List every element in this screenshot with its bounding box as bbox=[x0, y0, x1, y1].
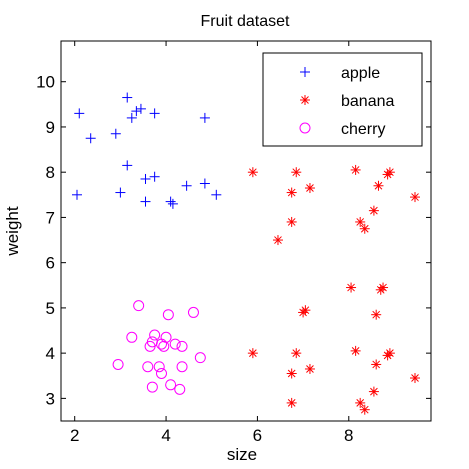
x-tick-label: 8 bbox=[344, 426, 353, 445]
y-tick-label: 3 bbox=[46, 389, 55, 408]
apple-point bbox=[199, 178, 210, 189]
cherry-point bbox=[146, 381, 158, 393]
banana-point bbox=[350, 164, 361, 175]
banana-point bbox=[247, 348, 258, 359]
banana-point bbox=[286, 397, 297, 408]
data-points bbox=[71, 92, 421, 415]
legend-label-banana: banana bbox=[341, 93, 394, 110]
banana-point bbox=[304, 183, 315, 194]
cherry-point bbox=[155, 368, 167, 379]
apple-point bbox=[135, 103, 146, 114]
axis-ticks: 2 4 6 8 3 4 5 6 7 8 9 10 bbox=[36, 41, 431, 445]
cherry-point bbox=[126, 331, 138, 343]
banana-point bbox=[272, 235, 283, 246]
apple-point bbox=[211, 189, 222, 200]
cherry-point bbox=[160, 331, 172, 343]
legend-label-apple: apple bbox=[341, 65, 380, 82]
apple-point bbox=[110, 128, 121, 139]
cherry-point bbox=[176, 361, 188, 373]
x-axis-label: size bbox=[227, 445, 257, 464]
apple-point bbox=[71, 189, 82, 200]
y-tick-label: 5 bbox=[46, 299, 55, 318]
y-axis-label: weight bbox=[3, 206, 22, 256]
banana-point bbox=[247, 167, 258, 178]
banana-point bbox=[346, 282, 357, 293]
y-tick-label: 4 bbox=[46, 344, 55, 363]
cherry-point bbox=[187, 306, 199, 318]
banana-point bbox=[286, 216, 297, 227]
y-tick-label: 7 bbox=[46, 208, 55, 227]
legend-box bbox=[262, 52, 423, 147]
cherry-point bbox=[112, 358, 124, 370]
apple-point bbox=[74, 108, 85, 119]
banana-point bbox=[371, 359, 382, 370]
banana-point bbox=[378, 282, 389, 293]
banana-point bbox=[368, 205, 379, 216]
legend-label-cherry: cherry bbox=[341, 121, 385, 138]
apple-point bbox=[115, 187, 126, 198]
apple-point bbox=[167, 198, 178, 209]
banana-point bbox=[359, 404, 370, 415]
apple-point bbox=[122, 160, 133, 171]
y-tick-label: 8 bbox=[46, 163, 55, 182]
x-tick-label: 2 bbox=[70, 426, 79, 445]
y-tick-label: 10 bbox=[36, 73, 55, 92]
banana-point bbox=[291, 348, 302, 359]
apple-point bbox=[85, 133, 96, 144]
banana-point bbox=[373, 180, 384, 191]
cherry-point bbox=[133, 300, 145, 312]
apple-point bbox=[126, 112, 137, 123]
apple-point bbox=[149, 171, 160, 182]
legend-marker-cherry bbox=[299, 122, 311, 134]
cherry-point bbox=[142, 361, 154, 373]
legend-markers bbox=[299, 67, 311, 134]
cherry-point bbox=[169, 338, 181, 350]
x-tick-label: 6 bbox=[253, 426, 262, 445]
banana-point bbox=[384, 167, 395, 178]
y-tick-label: 9 bbox=[46, 118, 55, 137]
cherry-point bbox=[165, 379, 177, 391]
banana-point bbox=[291, 167, 302, 178]
banana-point bbox=[384, 348, 395, 359]
apple-point bbox=[181, 180, 192, 191]
banana-point bbox=[300, 305, 311, 316]
legend: apple banana cherry bbox=[262, 52, 423, 147]
apple-point bbox=[140, 173, 151, 184]
x-tick-label: 4 bbox=[161, 426, 170, 445]
apple-point bbox=[140, 196, 151, 207]
banana-point bbox=[359, 223, 370, 234]
apple-point bbox=[149, 108, 160, 119]
legend-marker-banana bbox=[300, 95, 310, 105]
cherry-point bbox=[153, 361, 165, 373]
banana-point bbox=[355, 397, 366, 408]
banana-point bbox=[410, 192, 421, 203]
apple-point bbox=[165, 196, 176, 207]
banana-point bbox=[304, 363, 315, 374]
cherry-point bbox=[162, 309, 174, 321]
y-tick-label: 6 bbox=[46, 254, 55, 273]
cherry-point bbox=[194, 352, 206, 364]
apple-point bbox=[199, 112, 210, 123]
banana-point bbox=[368, 386, 379, 397]
cherry-point bbox=[176, 340, 188, 352]
banana-point bbox=[350, 345, 361, 356]
banana-point bbox=[286, 187, 297, 198]
legend-marker-apple bbox=[300, 67, 310, 77]
apple-point bbox=[131, 106, 142, 117]
cherry-point bbox=[149, 329, 161, 341]
banana-point bbox=[371, 309, 382, 320]
chart-title: Fruit dataset bbox=[201, 13, 290, 30]
banana-point bbox=[355, 216, 366, 227]
banana-point bbox=[286, 368, 297, 379]
banana-point bbox=[410, 373, 421, 384]
cherry-point bbox=[174, 383, 186, 395]
apple-point bbox=[122, 92, 133, 103]
